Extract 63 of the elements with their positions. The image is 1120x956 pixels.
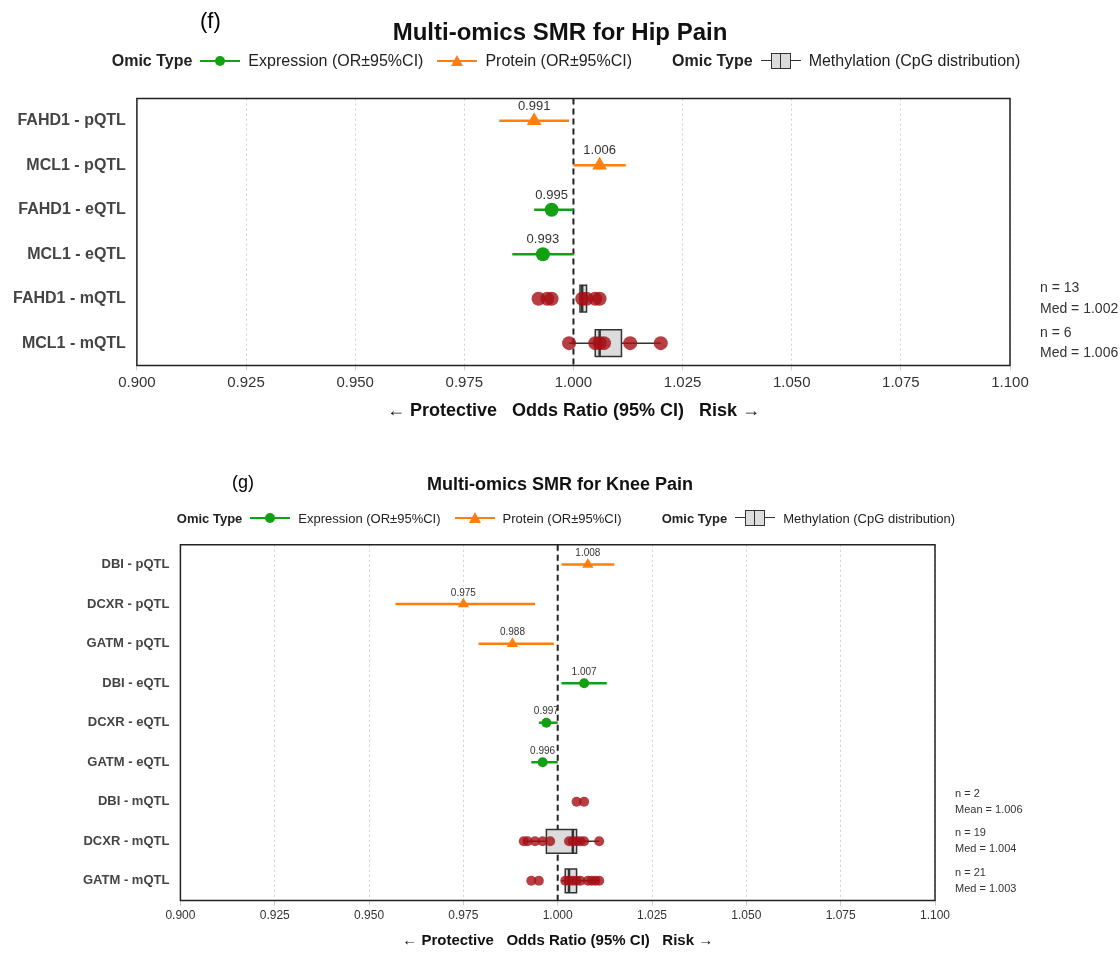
- x-tick-label: 1.075: [882, 372, 920, 390]
- x-tick-label: 0.950: [354, 908, 385, 923]
- text: n = 19 Med = 1.004: [955, 826, 1017, 855]
- x-tick-label: 0.975: [448, 908, 479, 923]
- x-tick-label: 1.100: [991, 372, 1029, 390]
- text: n = 6 Med = 1.006: [1040, 323, 1119, 361]
- x-tick-label: 0.950: [336, 372, 374, 390]
- data-label: 0.991: [517, 97, 551, 113]
- y-tick-label: GATM - pQTL: [86, 635, 170, 651]
- chart-title: Multi-omics SMR for Knee Pain: [426, 474, 694, 494]
- text: (f): [200, 8, 221, 34]
- x-tick-label: 1.025: [637, 908, 668, 923]
- text: (g): [232, 472, 254, 493]
- x-tick-label: 0.900: [118, 372, 156, 390]
- data-label: 1.006: [583, 142, 616, 158]
- x-tick-label: 0.925: [259, 908, 291, 923]
- y-tick-label: DCXR - eQTL: [87, 714, 170, 730]
- y-tick-label: DBI - eQTL: [102, 674, 170, 690]
- data-label: 0.993: [526, 231, 560, 247]
- legend-title: Omic Type: [176, 510, 243, 526]
- y-tick-label: MCL1 - mQTL: [21, 333, 127, 351]
- data-label: 0.996: [530, 744, 556, 756]
- y-tick-label: DBI - pQTL: [101, 556, 170, 572]
- y-tick-label: FAHD1 - pQTL: [17, 111, 127, 129]
- y-tick-label: FAHD1 - mQTL: [13, 289, 127, 307]
- data-label: 0.988: [499, 626, 526, 638]
- text: n = 21 Med = 1.003: [955, 865, 1017, 894]
- legend-label: Expression (OR±95%CI): [298, 510, 441, 526]
- x-tick-label: 1.000: [542, 908, 574, 923]
- x-axis-title: ← Protective Odds Ratio (95% CI) Risk →: [402, 931, 714, 949]
- y-tick-label: MCL1 - pQTL: [26, 155, 127, 173]
- chart-title: Multi-omics SMR for Hip Pain: [392, 18, 728, 45]
- text: n = 2 Mean = 1.006: [955, 786, 1023, 815]
- data-label: 1.007: [571, 665, 598, 677]
- data-label: 0.975: [450, 586, 477, 598]
- data-label: 0.995: [535, 186, 568, 202]
- x-tick-label: 1.050: [772, 372, 811, 390]
- x-axis-title: ← Protective Odds Ratio (95% CI) Risk →: [386, 400, 760, 421]
- y-tick-label: FAHD1 - eQTL: [18, 200, 127, 218]
- x-tick-label: 0.925: [227, 372, 265, 390]
- y-tick-label: GATM - eQTL: [87, 753, 170, 769]
- text: Omic Type: [661, 510, 728, 526]
- x-tick-label: 0.975: [445, 372, 484, 390]
- data-label: 1.008: [575, 547, 601, 559]
- y-tick-label: GATM - mQTL: [82, 872, 170, 888]
- y-tick-label: DBI - mQTL: [97, 793, 170, 809]
- text: Omic Type: [672, 52, 753, 69]
- x-tick-label: 1.000: [554, 372, 593, 390]
- x-tick-label: 1.025: [663, 372, 702, 390]
- data-label: 0.997: [533, 705, 560, 717]
- y-tick-label: MCL1 - eQTL: [27, 244, 127, 262]
- x-tick-label: 1.050: [731, 908, 762, 923]
- y-tick-label: DCXR - mQTL: [83, 832, 170, 848]
- legend-label: Methylation (CpG distribution): [783, 510, 956, 526]
- legend-label: Expression (OR±95%CI): [248, 52, 424, 70]
- y-tick-label: DCXR - pQTL: [87, 595, 170, 611]
- legend-label: Protein (OR±95%CI): [502, 510, 622, 526]
- x-tick-label: 1.100: [919, 908, 951, 923]
- legend-title: Omic Type: [111, 52, 193, 70]
- legend-label: Protein (OR±95%CI): [485, 52, 633, 70]
- legend-label: Methylation (CpG distribution): [808, 52, 1021, 70]
- x-tick-label: 0.900: [165, 908, 196, 923]
- x-tick-label: 1.075: [825, 908, 857, 923]
